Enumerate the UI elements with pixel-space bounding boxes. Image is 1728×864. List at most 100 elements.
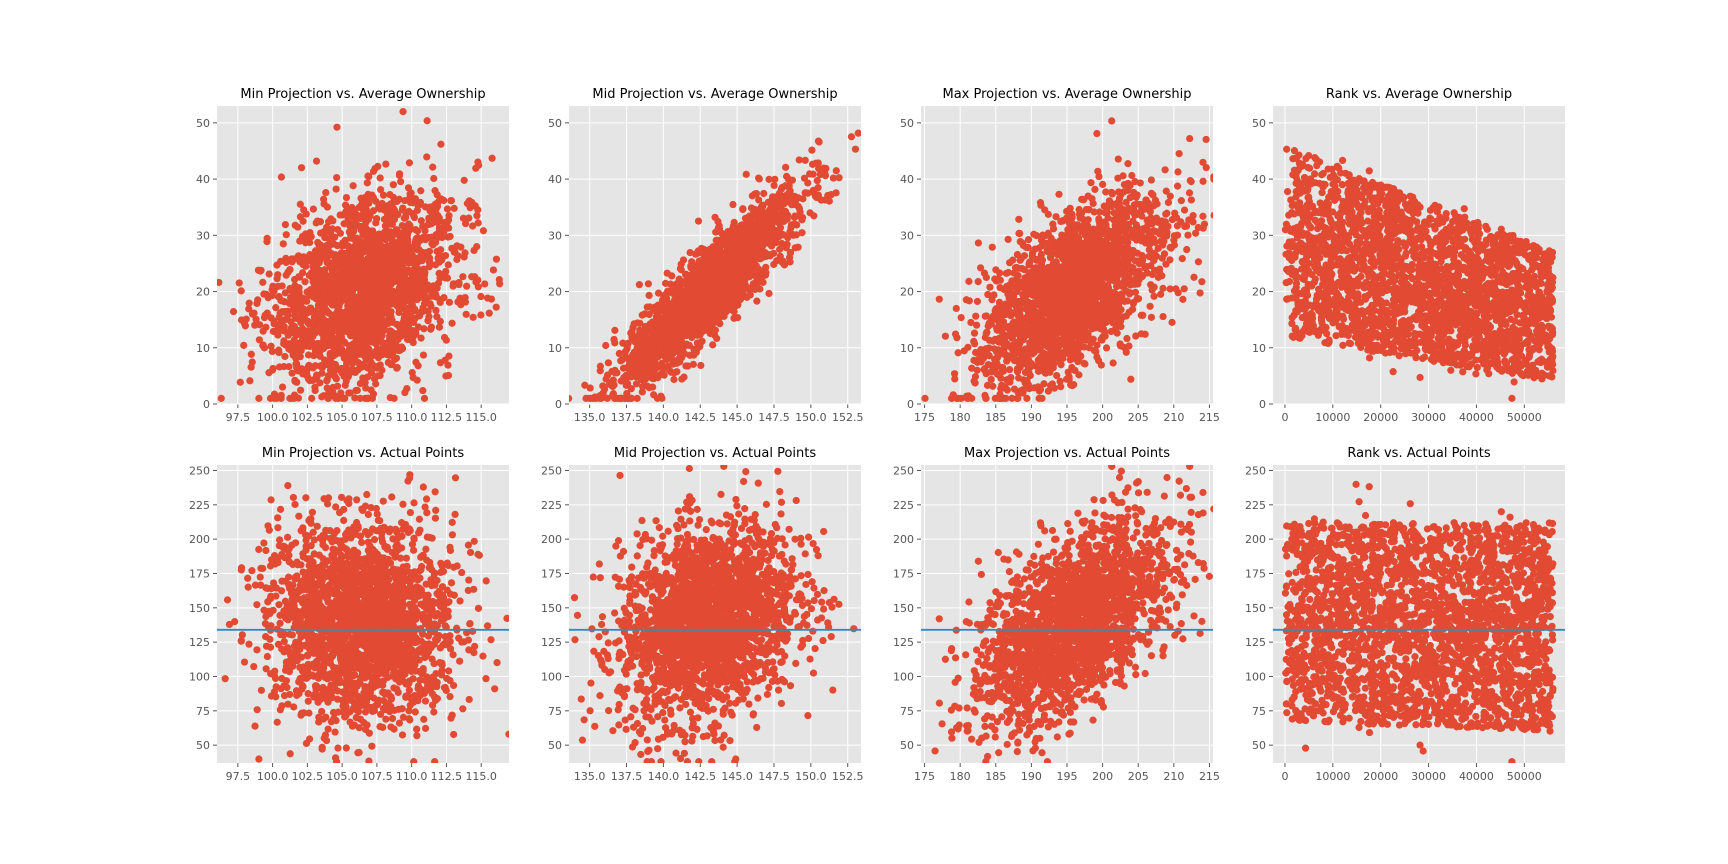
scatter-point — [715, 222, 723, 230]
scatter-point — [348, 368, 356, 376]
scatter-point — [734, 245, 742, 253]
scatter-point — [429, 163, 437, 171]
scatter-point — [281, 221, 290, 229]
scatter-point — [662, 363, 670, 372]
scatter-point — [217, 278, 223, 287]
scatter-point — [356, 379, 364, 388]
scatter-point — [791, 197, 800, 205]
x-tick-label: 205 — [1128, 411, 1149, 424]
scatter-point — [437, 195, 445, 203]
scatter-point — [348, 252, 356, 260]
scatter-point — [338, 394, 347, 402]
scatter-point — [278, 383, 287, 391]
scatter-point — [1099, 180, 1107, 189]
scatter-point — [328, 225, 336, 233]
subplot-2: 135.0 137.5 140.0 142.5 145.0 147.5 150.0 152.5… — [548, 87, 863, 424]
scatter-point — [511, 198, 518, 205]
scatter-point — [323, 377, 331, 385]
scatter-point — [386, 393, 394, 402]
scatter-point — [374, 254, 383, 262]
scatter-point — [639, 374, 647, 382]
scatter-point — [440, 293, 448, 302]
scatter-point — [388, 318, 396, 326]
scatter-point — [306, 256, 314, 265]
scatter-point — [473, 242, 481, 251]
scatter-point — [770, 181, 778, 190]
scatter-point — [477, 292, 485, 301]
scatter-point — [615, 349, 623, 358]
scatter-point — [386, 351, 394, 360]
x-tick-label: 215 — [1199, 411, 1220, 424]
scatter-point — [813, 177, 821, 185]
scatter-point — [272, 304, 280, 312]
scatter-point — [306, 228, 314, 237]
scatter-point — [429, 282, 437, 290]
scatter-point — [428, 233, 436, 241]
scatter-point — [321, 233, 329, 242]
scatter-point — [414, 323, 423, 331]
scatter-point — [474, 206, 482, 214]
scatter-point — [652, 303, 661, 311]
scatter-point — [278, 282, 286, 290]
scatter-point — [489, 266, 498, 274]
scatter-point — [420, 325, 428, 333]
scatter-point — [609, 376, 617, 384]
scatter-point — [405, 159, 414, 167]
scatter-point — [336, 211, 344, 219]
scatter-point — [431, 261, 440, 269]
scatter-point — [435, 269, 443, 277]
scatter-point — [335, 264, 343, 272]
scatter-point — [811, 192, 819, 200]
scatter-point — [604, 359, 612, 367]
scatter-point — [624, 339, 632, 347]
scatter-point — [719, 291, 727, 299]
scatter-point — [251, 321, 259, 329]
scatter-point — [765, 175, 773, 183]
scatter-point — [291, 392, 299, 400]
x-tick-label: 115.0 — [465, 411, 497, 424]
scatter-point — [608, 367, 616, 376]
scatter-point — [437, 228, 445, 236]
scatter-point — [513, 243, 520, 250]
scatter-point — [377, 306, 385, 314]
scatter-point — [795, 156, 803, 164]
scatter-point — [443, 218, 451, 226]
scatter-point — [645, 291, 653, 299]
scatter-point — [394, 301, 402, 310]
scatter-point — [602, 375, 610, 383]
scatter-point — [364, 215, 372, 224]
y-tick-label: 40 — [900, 173, 914, 186]
scatter-point — [295, 284, 303, 292]
scatter-point — [776, 224, 785, 232]
scatter-point — [350, 319, 358, 328]
scatter-point — [671, 290, 679, 299]
scatter-point — [669, 357, 677, 365]
scatter-point — [389, 247, 397, 255]
scatter-point — [282, 258, 290, 267]
scatter-point — [766, 205, 774, 213]
scatter-point — [355, 244, 363, 253]
scatter-point — [372, 197, 380, 205]
scatter-point — [483, 294, 492, 302]
scatter-point — [353, 221, 361, 229]
scatter-point — [420, 394, 429, 402]
scatter-point — [323, 203, 332, 211]
scatter-point — [383, 228, 392, 236]
scatter-point — [281, 289, 289, 297]
scatter-point — [437, 233, 445, 241]
scatter-point — [285, 363, 293, 371]
scatter-point — [316, 379, 324, 387]
scatter-point — [774, 232, 783, 240]
scatter-point — [697, 361, 705, 370]
subplot-1: 97.5 100.0 102.5 105.0 107.5 110.0 112.5 115.00… — [196, 87, 520, 424]
scatter-point — [672, 345, 681, 353]
scatter-point — [407, 198, 415, 207]
scatter-point — [684, 281, 692, 289]
scatter-point — [329, 217, 337, 225]
scatter-point — [851, 145, 860, 153]
scatter-point — [390, 198, 399, 206]
scatter-point — [1194, 258, 1203, 266]
scatter-point — [314, 238, 322, 247]
scatter-point — [760, 223, 769, 231]
scatter-point — [340, 291, 348, 299]
